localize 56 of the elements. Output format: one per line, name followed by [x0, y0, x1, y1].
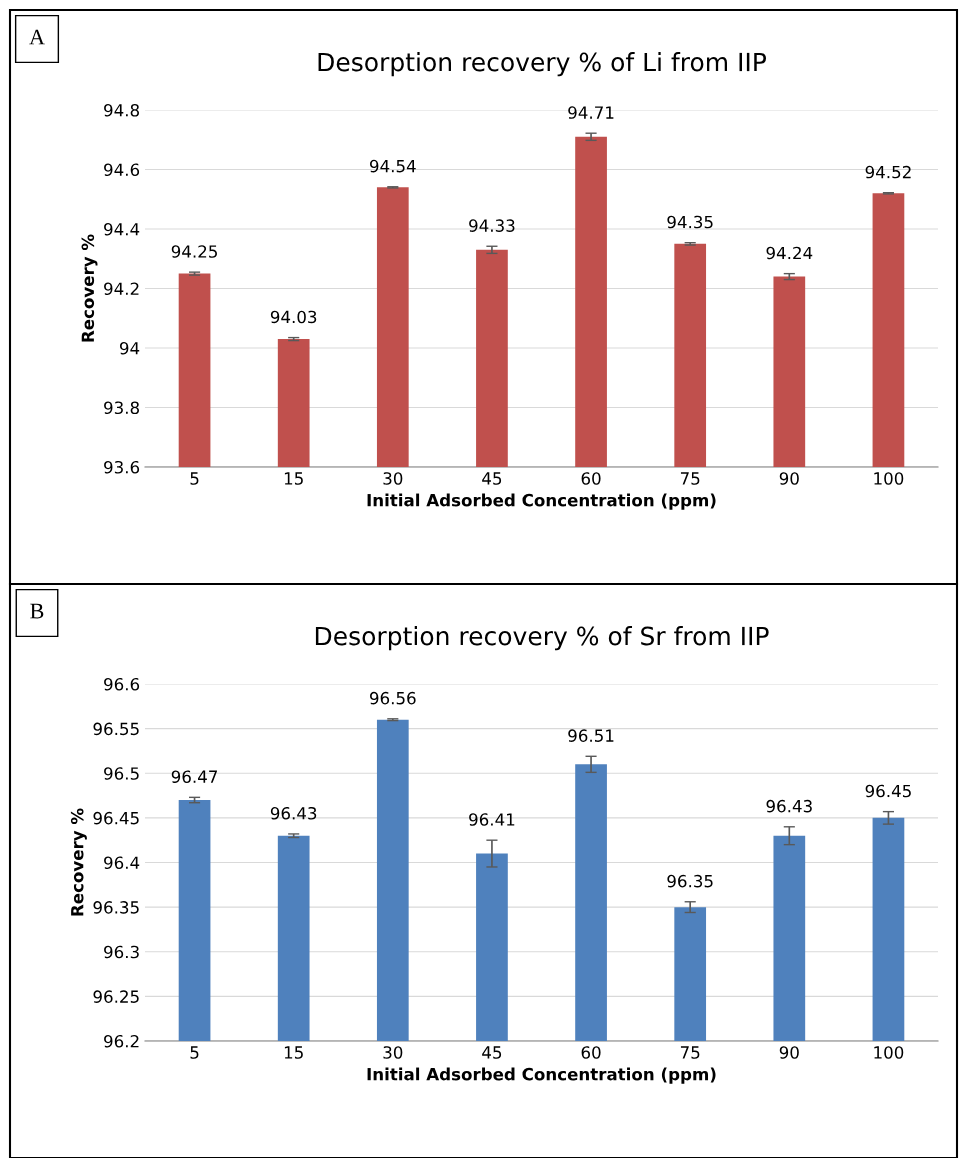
y-tick-label: 96.2	[104, 1034, 139, 1048]
y-tick-label: 94.8	[104, 103, 139, 117]
y-tick-label: 94	[119, 341, 140, 355]
x-tick-label: 100	[874, 472, 904, 485]
data-label: 94.35	[667, 215, 713, 229]
data-label: 96.35	[667, 874, 713, 888]
y-tick-label: 94.4	[104, 222, 140, 236]
data-label: 94.71	[568, 106, 614, 119]
y-axis-title: Recovery %	[81, 234, 98, 342]
data-label: 96.56	[370, 691, 416, 705]
data-label: 94.54	[370, 159, 416, 173]
chart-title: Desorption recovery % of Sr from IIP	[315, 626, 769, 651]
x-tick-label: 15	[284, 472, 303, 485]
y-tick-label: 93.8	[104, 401, 139, 415]
x-tick-label: 30	[383, 1046, 403, 1059]
y-tick-label: 93.6	[104, 460, 140, 474]
x-tick-label: 90	[779, 472, 799, 485]
x-tick-label: 45	[482, 1046, 502, 1059]
y-tick-label: 96.5	[104, 767, 139, 780]
text: A	[29, 29, 45, 45]
x-tick-label: 5	[190, 1046, 199, 1059]
y-tick-label: 94.2	[104, 282, 139, 296]
y-tick-label: 96.45	[93, 811, 139, 825]
y-tick-label: 94.6	[104, 163, 140, 177]
y-tick-label: 96.55	[93, 722, 139, 736]
y-tick-label: 96.4	[104, 856, 140, 870]
data-label: 96.47	[171, 770, 217, 784]
y-tick-label: 96.6	[104, 677, 140, 691]
data-label: 94.24	[766, 246, 813, 260]
data-label: 96.45	[865, 784, 911, 798]
data-label: 96.51	[568, 729, 614, 742]
data-label: 96.43	[270, 806, 317, 820]
y-tick-label: 96.25	[93, 990, 139, 1003]
text: B	[30, 603, 44, 619]
y-tick-label: 96.3	[104, 945, 139, 959]
y-tick-label: 96.35	[93, 901, 139, 914]
x-tick-label: 75	[680, 1046, 700, 1059]
chart-title: Desorption recovery % of Li from IIP	[318, 52, 767, 77]
x-tick-label: 15	[284, 1046, 303, 1059]
y-axis-title: Recovery %	[70, 808, 87, 916]
x-tick-label: 75	[680, 472, 700, 485]
data-label: 94.33	[469, 219, 515, 232]
x-tick-label: 45	[482, 472, 502, 485]
data-label: 94.03	[270, 310, 317, 324]
x-tick-label: 90	[779, 1046, 799, 1059]
x-axis-title: Initial Adsorbed Concentration (ppm)	[367, 493, 716, 510]
x-tick-label: 100	[874, 1046, 904, 1059]
data-label: 96.43	[766, 799, 812, 813]
x-tick-label: 5	[190, 472, 199, 485]
x-tick-label: 30	[383, 472, 403, 485]
x-axis-title: Initial Adsorbed Concentration (ppm)	[367, 1067, 716, 1084]
data-label: 94.25	[171, 245, 217, 258]
data-label: 94.52	[865, 165, 911, 179]
x-tick-label: 60	[581, 472, 601, 485]
data-label: 96.41	[469, 813, 515, 826]
x-tick-label: 60	[581, 1046, 601, 1059]
